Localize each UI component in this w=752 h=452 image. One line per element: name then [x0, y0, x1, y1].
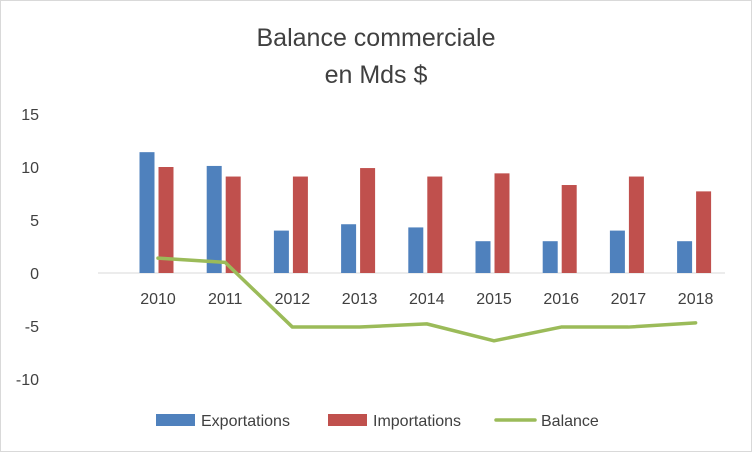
bar-importations-2015	[494, 173, 510, 273]
bar-importations-2017	[628, 176, 644, 273]
y-tick-label: 0	[30, 266, 39, 283]
y-tick-label: -10	[16, 372, 39, 389]
bar-exportations-2018	[677, 241, 693, 273]
bar-exportations-2010	[139, 152, 155, 273]
bar-exportations-2012	[273, 230, 289, 273]
bar-importations-2011	[225, 176, 241, 273]
x-tick-label: 2016	[543, 291, 579, 308]
bar-importations-2013	[360, 168, 376, 273]
legend-label-importations: Importations	[373, 413, 461, 430]
legend-swatch-importations	[328, 414, 367, 426]
bar-importations-2014	[427, 176, 443, 273]
x-tick-label: 2010	[140, 291, 176, 308]
legend-label-exportations: Exportations	[201, 413, 290, 430]
bar-exportations-2011	[206, 165, 222, 273]
bar-importations-2012	[292, 176, 308, 273]
bar-importations-2018	[696, 191, 712, 273]
x-tick-label: 2015	[476, 291, 512, 308]
y-tick-label: -5	[25, 319, 39, 336]
bar-exportations-2013	[341, 224, 357, 273]
bar-exportations-2014	[408, 227, 424, 273]
bar-exportations-2015	[475, 241, 491, 273]
bar-exportations-2016	[542, 241, 558, 273]
x-tick-label: 2014	[409, 291, 445, 308]
x-tick-label: 2013	[342, 291, 378, 308]
legend-swatch-exportations	[156, 414, 195, 426]
legend-label-balance: Balance	[541, 413, 599, 430]
y-tick-label: 15	[21, 107, 39, 124]
x-tick-label: 2017	[611, 291, 647, 308]
y-tick-label: 10	[21, 160, 39, 177]
bar-importations-2016	[561, 185, 577, 273]
x-tick-label: 2011	[208, 291, 243, 308]
chart-title-line2: en Mds $	[324, 61, 428, 89]
x-tick-label: 2018	[678, 291, 714, 308]
bar-exportations-2017	[609, 230, 625, 273]
x-tick-label: 2012	[275, 291, 311, 308]
y-tick-label: 5	[30, 213, 39, 230]
bar-importations-2010	[158, 167, 174, 273]
chart-title-line1: Balance commerciale	[256, 24, 496, 52]
line-balance	[156, 256, 698, 343]
chart-title: Balance commerciale en Mds $	[0, 20, 752, 94]
